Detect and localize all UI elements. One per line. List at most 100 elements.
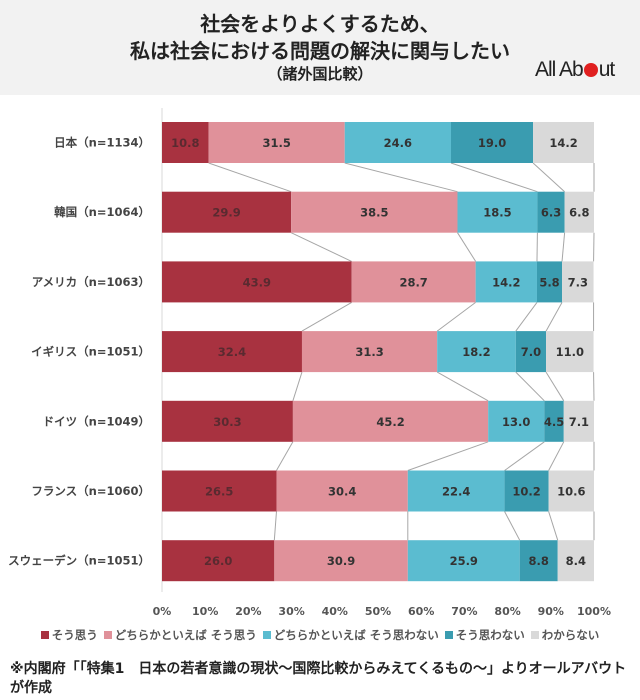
bar-segment xyxy=(344,122,452,163)
series-line xyxy=(545,302,563,332)
bar-segment xyxy=(162,331,302,373)
chart-subtitle: （諸外国比較） xyxy=(267,65,373,83)
x-tick-label: 70% xyxy=(451,605,477,618)
series-line xyxy=(301,301,352,332)
legend-item: そう思う xyxy=(40,627,98,643)
bar-segment xyxy=(457,191,538,233)
data-label: 30.3 xyxy=(213,415,241,429)
bar-segment xyxy=(519,540,558,582)
data-label: 11.0 xyxy=(556,345,584,359)
series-line xyxy=(407,441,489,471)
bar-segment xyxy=(563,400,594,442)
bar-segment xyxy=(537,191,565,233)
legend-item: そう思わない xyxy=(444,627,525,643)
data-label: 13.0 xyxy=(502,415,530,429)
series-line xyxy=(548,441,565,471)
bar-segment xyxy=(536,261,563,303)
data-label: 10.8 xyxy=(171,136,199,150)
data-label: 43.9 xyxy=(243,275,271,289)
series-line xyxy=(504,441,545,471)
data-label: 7.3 xyxy=(568,275,588,289)
bar-segment xyxy=(544,400,564,442)
bar-segment xyxy=(162,470,277,512)
stacked-bar-chart: 日本（n=1134） 10.8 31.5 24.6 19.0 14.2 韓国（n=1064）… xyxy=(8,108,611,618)
chart-title-line1: 社会をよりよくするため、 xyxy=(200,12,440,36)
data-label: 30.9 xyxy=(327,554,355,568)
bar-segment xyxy=(291,191,458,233)
bar-segment xyxy=(208,122,345,163)
series-line xyxy=(292,371,303,401)
series-line xyxy=(273,511,277,541)
bar-segment xyxy=(162,191,292,233)
bar-segment xyxy=(162,261,352,303)
series-line xyxy=(545,371,565,402)
data-label: 22.4 xyxy=(442,485,470,499)
bar-segment xyxy=(557,540,594,582)
data-label: 31.5 xyxy=(263,136,291,150)
x-tick-label: 20% xyxy=(235,605,261,618)
x-tick-label: 60% xyxy=(408,605,434,618)
bar-segment xyxy=(488,400,545,442)
series-line xyxy=(436,301,476,332)
bar-segment xyxy=(162,122,209,163)
data-label: 26.0 xyxy=(204,554,232,568)
bar-segment xyxy=(562,261,594,303)
series-line xyxy=(457,232,477,262)
x-tick-label: 90% xyxy=(538,605,564,618)
series-line xyxy=(208,162,292,193)
data-label: 7.1 xyxy=(569,415,589,429)
chart-title-line2: 私は社会における問題の解決に関与したい xyxy=(130,39,510,63)
data-label: 4.5 xyxy=(544,415,564,429)
data-label: 32.4 xyxy=(218,345,246,359)
data-label: 45.2 xyxy=(376,415,404,429)
legend-label: どちらかといえば そう思う xyxy=(114,628,257,642)
category-label: ドイツ（n=1049） xyxy=(43,414,150,428)
x-tick-label: 100% xyxy=(577,605,611,618)
bar-segment xyxy=(475,261,537,303)
legend-swatch-icon xyxy=(530,631,539,639)
x-tick-label: 80% xyxy=(494,605,520,618)
legend-swatch-icon xyxy=(40,631,49,639)
data-label: 38.5 xyxy=(360,206,388,220)
bar-segment xyxy=(407,470,505,512)
data-label: 28.7 xyxy=(399,275,427,289)
series-line xyxy=(515,371,545,402)
category-label: 日本（n=1134） xyxy=(54,136,150,150)
series-line xyxy=(276,441,294,471)
bar-segment xyxy=(546,331,594,373)
allabout-logo: All Ab ut xyxy=(535,58,615,82)
bar-segment xyxy=(515,331,547,373)
legend-swatch-icon xyxy=(103,631,112,639)
legend-item: どちらかといえば そう思う xyxy=(103,627,257,643)
series-line xyxy=(436,371,489,402)
data-label: 8.8 xyxy=(529,554,549,568)
category-label: 韓国（n=1064） xyxy=(54,205,150,219)
bar-segment xyxy=(276,470,408,512)
bar-segment xyxy=(407,540,520,582)
data-label: 7.0 xyxy=(521,345,541,359)
data-label: 10.2 xyxy=(512,485,540,499)
data-label: 8.4 xyxy=(566,554,586,568)
x-tick-label: 30% xyxy=(278,605,304,618)
legend-label: そう思わない xyxy=(455,628,525,642)
series-line xyxy=(548,511,559,541)
bar-segment xyxy=(504,470,549,512)
legend-swatch-icon xyxy=(262,631,271,639)
series-line xyxy=(561,232,566,262)
legend-swatch-icon xyxy=(444,631,453,639)
bar-segment xyxy=(162,400,293,442)
legend-label: そう思う xyxy=(51,628,98,642)
bar-segment xyxy=(548,470,594,512)
bar-segment xyxy=(437,331,516,373)
data-label: 14.2 xyxy=(492,275,520,289)
data-label: 6.3 xyxy=(541,206,561,220)
data-label: 25.9 xyxy=(450,554,478,568)
bar-segment xyxy=(533,122,594,163)
data-label: 30.4 xyxy=(328,485,356,499)
data-label: 5.8 xyxy=(539,275,559,289)
legend-label: わからない xyxy=(541,628,600,642)
data-label: 26.5 xyxy=(205,485,233,499)
category-label: イギリス（n=1051） xyxy=(31,345,150,359)
series-line xyxy=(504,511,521,541)
bar-segment xyxy=(274,540,408,582)
